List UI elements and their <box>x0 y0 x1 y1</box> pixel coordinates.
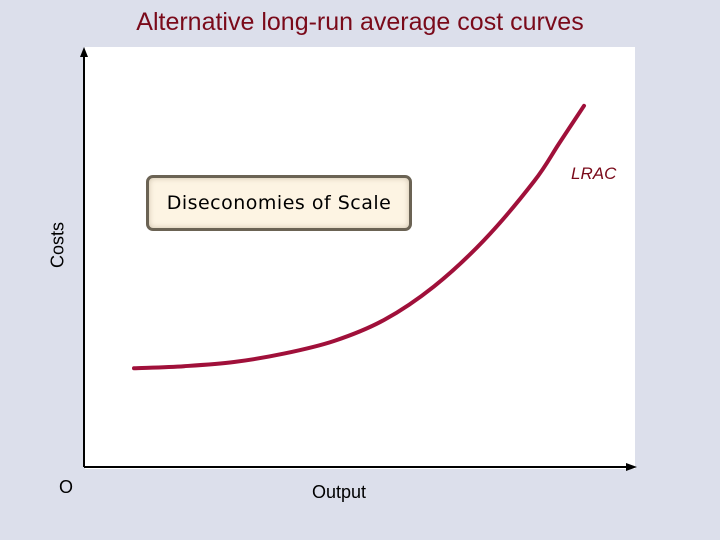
series-line-lrac <box>132 103 586 371</box>
y-axis-arrow <box>80 47 88 57</box>
diseconomies-of-scale-annotation: Diseconomies of Scale <box>146 175 412 231</box>
chart-title: Alternative long-run average cost curves <box>136 8 584 36</box>
x-axis-label: Output <box>312 482 367 502</box>
x-axis-arrow <box>626 463 637 471</box>
y-axis-label: Costs <box>47 221 68 269</box>
axes <box>80 47 637 471</box>
series-group <box>132 103 586 371</box>
series-label-lrac: LRAC <box>571 164 617 183</box>
plot-area <box>85 47 635 469</box>
origin-label: O <box>59 477 74 497</box>
